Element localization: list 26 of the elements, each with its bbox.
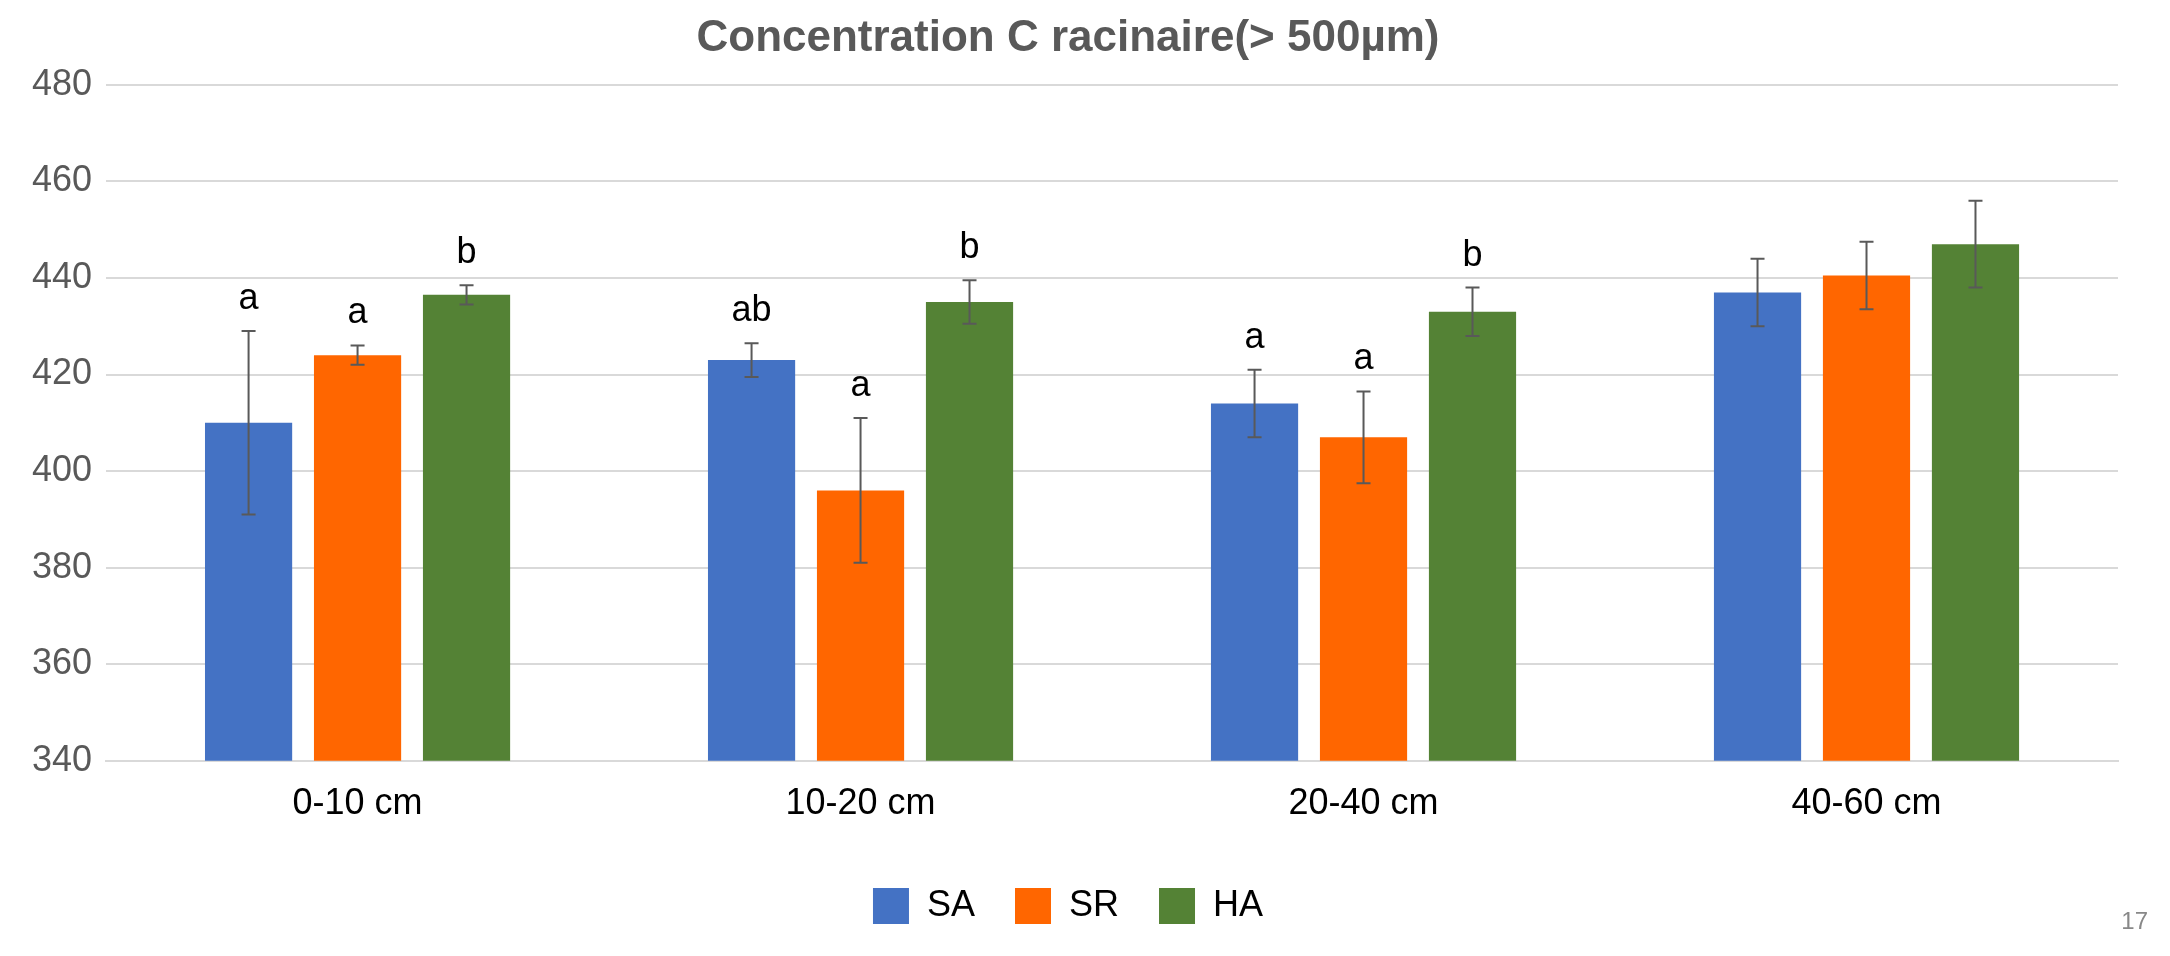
x-tick-label: 10-20 cm [785,781,936,823]
data-label: ab [731,288,772,330]
data-label: a [1353,336,1375,378]
legend-label: SA [926,882,976,924]
data-label: b [959,225,980,267]
data-label: b [456,230,477,272]
chart-title: Concentration C racinaire(> 500µm) [696,10,1440,60]
y-tick-label: 360 [31,641,93,683]
y-tick-label: 400 [31,448,93,490]
x-tick-label: 40-60 cm [1791,781,1942,823]
y-tick-label: 420 [31,351,93,393]
y-tick-label: 380 [31,544,93,586]
data-label: b [1462,232,1483,274]
legend-label: SR [1069,882,1120,924]
legend-label: HA [1213,882,1264,924]
y-tick-label: 460 [31,158,93,200]
data-label: a [850,362,872,404]
data-label: a [347,290,369,332]
x-tick-label: 20-40 cm [1288,781,1439,823]
y-tick-label: 440 [31,254,93,296]
y-tick-label: 340 [31,737,93,779]
data-label: a [238,275,260,317]
data-label: a [1244,314,1266,356]
x-tick-label: 0-10 cm [292,781,423,823]
text: 17 [2121,906,2148,934]
y-tick-label: 480 [31,61,93,103]
